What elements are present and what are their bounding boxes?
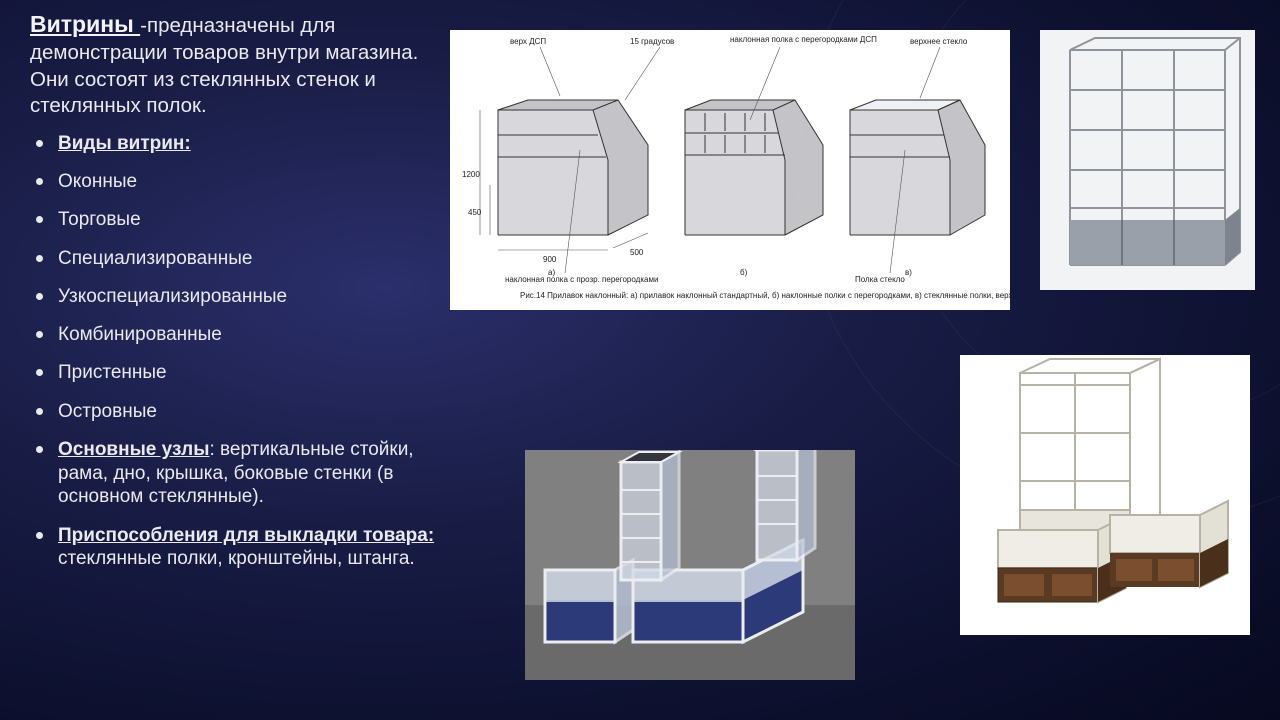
display-set-image bbox=[960, 355, 1250, 635]
callout-shelf-dsp: наклонная полка с перегородками ДСП bbox=[730, 35, 877, 44]
callout-angle: 15 градусов bbox=[630, 37, 674, 46]
item-text: Комбинированные bbox=[58, 324, 222, 345]
fixtures-label: Приспособления для выкладки товара: bbox=[58, 525, 434, 546]
label-b: б) bbox=[740, 268, 748, 277]
callout-top-dsp: верх ДСП bbox=[510, 37, 546, 46]
item-text: Оконные bbox=[58, 171, 137, 192]
label-v: в) bbox=[905, 268, 912, 277]
heading-text: Виды витрин: bbox=[58, 133, 191, 154]
bullet-nodes: Основные узлы: вертикальные стойки, рама… bbox=[30, 438, 440, 509]
intro-paragraph: Витрины -предназначены для демонстрации … bbox=[30, 10, 430, 120]
list-item: Островные bbox=[30, 400, 440, 424]
bullet-list: Виды витрин: Оконные Торговые Специализи… bbox=[30, 132, 440, 571]
list-item: Специализированные bbox=[30, 247, 440, 271]
counter-set-image bbox=[525, 450, 855, 680]
bullet-fixtures: Приспособления для выкладки товара: стек… bbox=[30, 524, 440, 572]
item-text: Пристенные bbox=[58, 362, 167, 383]
callout-top-glass: верхнее стекло bbox=[910, 37, 968, 46]
list-item: Узкоспециализированные bbox=[30, 285, 440, 309]
dim-w: 900 bbox=[543, 255, 557, 264]
nodes-label: Основные узлы bbox=[58, 439, 209, 460]
dim-d: 500 bbox=[630, 248, 644, 257]
technical-diagram: 1200 450 900 500 а) bbox=[450, 30, 1010, 310]
item-text: Специализированные bbox=[58, 248, 252, 269]
dim-h: 1200 bbox=[462, 170, 480, 179]
item-text: Узкоспециализированные bbox=[58, 286, 287, 307]
callout-bottom-shelf: наклонная полка с прозр. перегородками bbox=[505, 275, 658, 284]
bullet-heading: Виды витрин: bbox=[30, 132, 440, 156]
fixtures-text: стеклянные полки, кронштейны, штанга. bbox=[58, 548, 415, 569]
slide: Витрины -предназначены для демонстрации … bbox=[0, 0, 1280, 720]
callout-glass-shelf: Полка стекло bbox=[855, 275, 905, 284]
list-item: Комбинированные bbox=[30, 323, 440, 347]
glass-cabinet-image bbox=[1040, 30, 1255, 290]
list-item: Торговые bbox=[30, 208, 440, 232]
diagram-caption: Рис.14 Прилавок наклонный: а) прилавок н… bbox=[520, 291, 1010, 300]
title-word: Витрины bbox=[30, 11, 140, 37]
list-item: Пристенные bbox=[30, 361, 440, 385]
item-text: Островные bbox=[58, 401, 157, 422]
dim-h2: 450 bbox=[468, 208, 482, 217]
list-item: Оконные bbox=[30, 170, 440, 194]
item-text: Торговые bbox=[58, 209, 141, 230]
